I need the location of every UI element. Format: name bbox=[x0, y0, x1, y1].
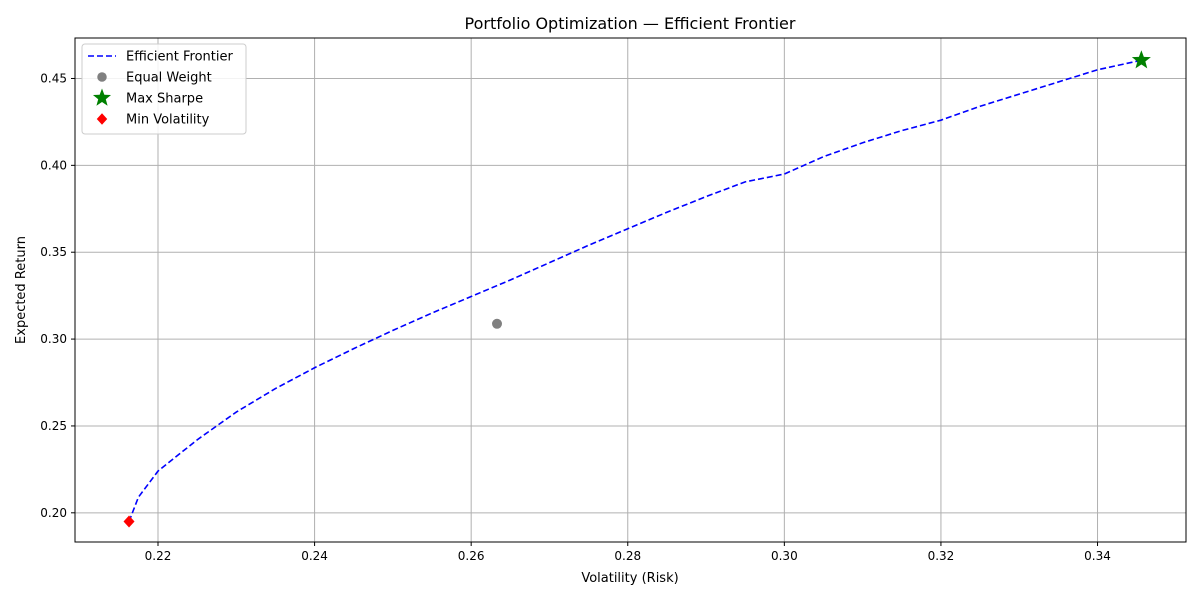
legend-label: Max Sharpe bbox=[126, 92, 203, 107]
legend-label: Min Volatility bbox=[126, 113, 210, 128]
y-axis-title: Expected Return bbox=[14, 236, 29, 344]
equal-weight-marker bbox=[492, 318, 503, 329]
legend-label: Equal Weight bbox=[126, 71, 212, 86]
x-axis-title: Volatility (Risk) bbox=[581, 571, 678, 586]
y-tick-label: 0.45 bbox=[40, 71, 67, 85]
y-tick-label: 0.40 bbox=[40, 158, 67, 172]
y-tick-label: 0.20 bbox=[40, 506, 67, 520]
efficient-frontier-line bbox=[128, 59, 1142, 522]
plot-area bbox=[123, 50, 1151, 528]
x-tick-label: 0.24 bbox=[301, 549, 328, 563]
x-tick-label: 0.30 bbox=[771, 549, 798, 563]
legend-diamond-swatch bbox=[96, 113, 108, 125]
x-tick-label: 0.34 bbox=[1084, 549, 1111, 563]
legend-star-swatch bbox=[92, 88, 112, 106]
chart-title: Portfolio Optimization — Efficient Front… bbox=[465, 14, 796, 33]
legend-label: Efficient Frontier bbox=[126, 50, 233, 65]
x-tick-label: 0.32 bbox=[928, 549, 955, 563]
y-tick-label: 0.25 bbox=[40, 419, 67, 433]
legend-box bbox=[81, 43, 247, 135]
y-tick-label: 0.35 bbox=[40, 245, 67, 259]
min-volatility-marker bbox=[123, 515, 135, 528]
plot-frame bbox=[74, 37, 1187, 543]
grid bbox=[75, 38, 1186, 542]
x-tick-label: 0.22 bbox=[145, 549, 172, 563]
legend: Efficient Frontier Equal Weight Max Sharpe… bbox=[81, 43, 247, 135]
x-tick-label: 0.26 bbox=[458, 549, 485, 563]
max-sharpe-marker bbox=[1131, 50, 1151, 69]
axis-ticks: 0.22 0.24 0.26 0.28 0.30 0.32 0.34 0.20 0.25 0.30… bbox=[40, 71, 1111, 563]
legend-circle-swatch bbox=[97, 72, 107, 82]
x-tick-label: 0.28 bbox=[614, 549, 641, 563]
y-tick-label: 0.30 bbox=[40, 332, 67, 346]
